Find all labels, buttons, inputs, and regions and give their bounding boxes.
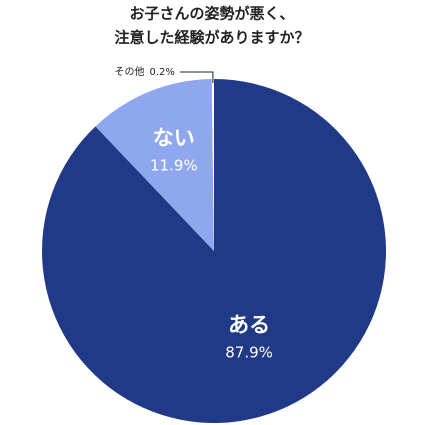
slice-value: 11.9% [150, 157, 198, 175]
slice-label: その他 0.2% [115, 65, 175, 78]
pie-slice [42, 79, 386, 423]
pie-slice [95, 79, 214, 251]
chart-title: 注意した経験がありますか？ [114, 29, 309, 47]
slice-value: 87.9% [225, 343, 273, 361]
slice-label: ある [228, 313, 270, 337]
chart-title: お子さんの姿勢が悪く、 [129, 5, 294, 23]
pie-slice [211, 79, 214, 251]
slice-value: 0.2% [150, 67, 175, 78]
slice-name: その他 [115, 65, 145, 78]
leader-line [179, 71, 214, 84]
slice-label: ない [153, 126, 195, 150]
